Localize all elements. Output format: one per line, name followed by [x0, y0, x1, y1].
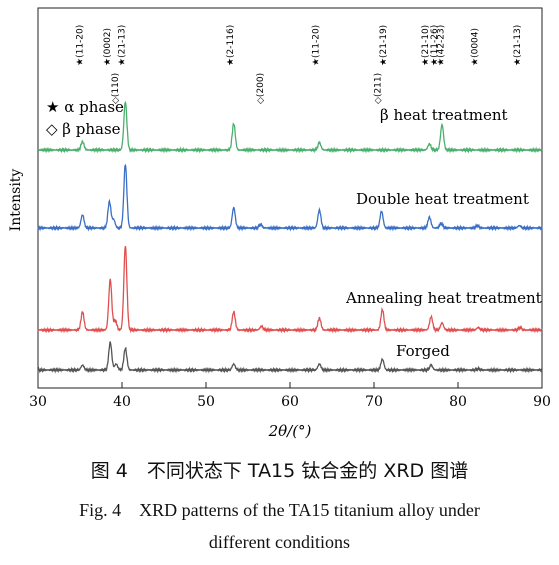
y-axis-label: Intensity	[8, 169, 24, 232]
x-tick-label-5: 80	[449, 394, 467, 410]
series-line-2	[37, 245, 543, 334]
peak-annotation-0: ★(11-20)	[76, 25, 86, 66]
xrd-chart: ★(11-20) ★(0002) ◇(110) ★(21-13) ★(2-116) ◇(2…	[8, 7, 551, 440]
peak-annotation-1: ★(0002)	[103, 28, 113, 66]
peak-annotation-4: ★(2-116)	[226, 25, 236, 66]
series-line-0	[37, 100, 543, 154]
peak-annotation-13: ★(21-13)	[513, 25, 523, 66]
x-tick-label-6: 90	[533, 394, 551, 410]
x-tick-label-4: 70	[365, 394, 383, 410]
x-tick-label-3: 60	[281, 394, 299, 410]
series-label-2: Annealing heat treatment	[345, 289, 542, 307]
series-label-1: Double heat treatment	[356, 190, 529, 208]
peak-annotation-2: ◇(110)	[111, 73, 121, 104]
peak-annotation-7: ◇(211)	[374, 73, 384, 104]
series-line-1	[37, 163, 543, 232]
peak-annotation-11: ★(42-23)	[437, 25, 447, 66]
peak-annotation-9: ★(21-10)	[421, 25, 431, 66]
x-axis-label: 2θ/(°)	[268, 422, 312, 440]
series-line-3	[37, 341, 543, 374]
peak-annotation-8: ★(21-19)	[379, 25, 389, 66]
legend: ★ α phase ◇ β phase	[46, 98, 124, 138]
x-tick-label-0: 30	[29, 394, 47, 410]
figure-caption-chinese: 图 4 不同状态下 TA15 钛合金的 XRD 图谱	[90, 460, 469, 482]
figure-caption-english-line2: different conditions	[208, 532, 351, 552]
x-tick-label-2: 50	[197, 394, 215, 410]
peak-annotation-5: ◇(200)	[256, 73, 266, 104]
legend-entry-0: ★ α phase	[46, 98, 124, 116]
series-label-0: β heat treatment	[380, 106, 508, 124]
peak-annotation-6: ★(11-20)	[312, 25, 322, 66]
peak-annotation-3: ★(21-13)	[118, 25, 128, 66]
x-tick-label-1: 40	[113, 394, 131, 410]
legend-entry-1: ◇ β phase	[46, 120, 121, 138]
figure-caption-english-line1: Fig. 4 XRD patterns of the TA15 titanium…	[79, 500, 480, 520]
peak-annotation-10: ★(11-26)	[430, 25, 440, 66]
peak-annotation-12: ★(0004)	[470, 28, 480, 66]
series-label-3: Forged	[396, 342, 450, 360]
